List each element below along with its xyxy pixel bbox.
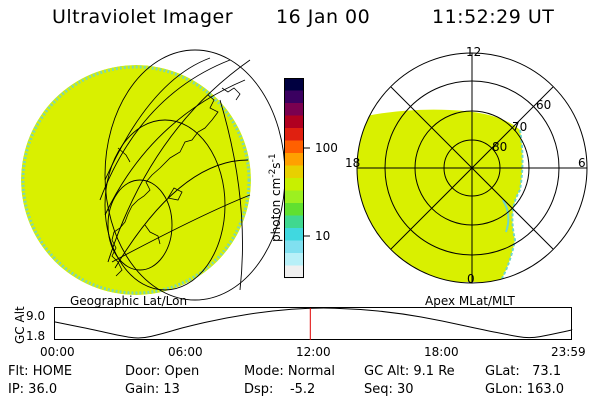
colorbar-swatch [284, 90, 304, 104]
colorbar-swatch [284, 178, 304, 191]
colorbar-swatch [284, 115, 304, 129]
colorbar-swatch [284, 228, 304, 241]
mlat-label-60: 60 [536, 98, 552, 112]
altitude-frame [54, 307, 572, 340]
status-dsp: Dsp: -5.2 [244, 382, 316, 397]
altitude-xtick-1800: 18:00 [424, 345, 459, 359]
status-gc-alt: GC Alt: 9.1 Re [364, 364, 455, 379]
left-panel-label: Geographic Lat/Lon [70, 294, 188, 308]
mlt-label-12: 12 [466, 45, 482, 59]
polar-grid [356, 52, 588, 284]
colorbar-swatch [284, 215, 304, 229]
mlat-label-70: 70 [512, 120, 528, 134]
right-panel-label: Apex MLat/MLT [425, 294, 515, 308]
mlt-label-6: 6 [578, 156, 586, 170]
colorbar-swatch [284, 203, 304, 216]
colorbar-swatch [284, 240, 304, 254]
status-mode: Mode: Normal [244, 364, 335, 379]
mlat-label-80: 80 [492, 140, 508, 154]
colorbar-swatch [284, 128, 304, 141]
colorbar-swatch [284, 103, 304, 116]
colorbar-tick-10: 10 [315, 229, 331, 243]
altitude-xtick-0000: 00:00 [40, 345, 75, 359]
colorbar-swatch [284, 78, 304, 91]
altitude-series-line [53, 307, 573, 339]
mlt-label-18: 18 [345, 156, 361, 170]
status-glon: GLon: 163.0 [485, 382, 565, 397]
altitude-ylabel: GC Alt [13, 306, 27, 344]
mlt-label-0: 0 [467, 272, 475, 286]
colorbar-swatch [284, 165, 304, 179]
colorbar-swatch [284, 253, 304, 266]
time-label: 11:52:29 UT [432, 6, 555, 28]
altitude-xtick-0600: 06:00 [168, 345, 203, 359]
colorbar-swatch [284, 265, 304, 279]
altitude-xtick-2359: 23:59 [551, 345, 586, 359]
right-image-fill [357, 109, 523, 282]
status-gain: Gain: 13 [125, 382, 180, 397]
date-label: 16 Jan 00 [276, 6, 371, 28]
colorbar [284, 78, 310, 279]
altitude-ytick-top: 9.0 [26, 309, 46, 323]
status-door: Door: Open [125, 364, 200, 379]
status-glat: GLat: 73.1 [485, 364, 562, 379]
altitude-chart [53, 307, 573, 340]
colorbar-swatch [284, 140, 304, 154]
colorbar-swatch [284, 153, 304, 166]
coastline [111, 87, 241, 277]
altitude-ytick-bottom: 1.8 [26, 329, 46, 343]
status-flt: Flt: HOME [8, 364, 73, 379]
colorbar-swatch [284, 190, 304, 204]
colorbar-tick-100: 100 [315, 141, 338, 155]
instrument-title: Ultraviolet Imager [52, 6, 234, 28]
status-ip: IP: 36.0 [8, 382, 58, 397]
status-seq: Seq: 30 [364, 382, 414, 397]
altitude-xtick-1200: 12:00 [296, 345, 331, 359]
